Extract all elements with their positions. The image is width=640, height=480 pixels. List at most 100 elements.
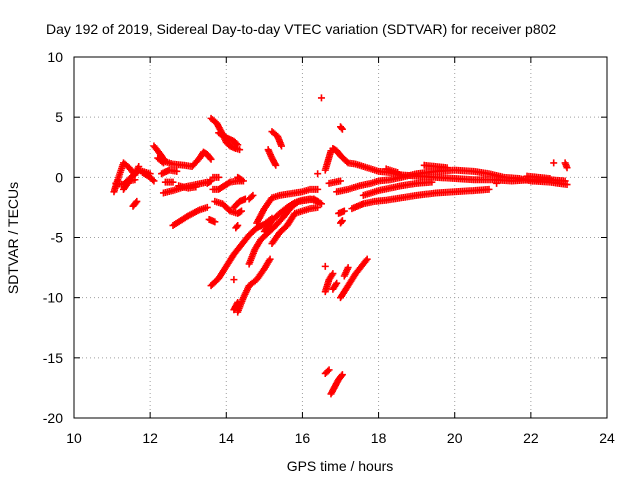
data-point xyxy=(324,367,332,375)
data-point xyxy=(232,140,240,148)
data-point xyxy=(238,176,246,184)
axis-ticks: 10 12 14 16 18 20 22 24 -20 -15 -10 -5 0 5 10 xyxy=(43,49,615,446)
data-track xyxy=(550,159,558,167)
data-point xyxy=(131,176,139,184)
data-point xyxy=(207,155,215,163)
data-track xyxy=(348,185,493,213)
data-point xyxy=(133,197,141,205)
data-point xyxy=(314,203,322,211)
data-track xyxy=(337,123,346,133)
data-track xyxy=(314,170,322,178)
x-tick-label: 20 xyxy=(447,430,463,446)
data-track xyxy=(382,165,402,177)
x-tick-label: 14 xyxy=(218,430,234,446)
data-track xyxy=(245,191,257,203)
data-point xyxy=(272,161,280,169)
data-point xyxy=(173,167,181,175)
data-point xyxy=(169,178,177,186)
data-track xyxy=(175,182,200,192)
data-track xyxy=(150,142,215,171)
data-track xyxy=(264,146,280,169)
data-point xyxy=(337,218,345,226)
data-point xyxy=(266,255,274,263)
data-track xyxy=(119,176,139,193)
data-point xyxy=(317,94,325,102)
data-point xyxy=(236,146,244,154)
y-tick-label: -10 xyxy=(43,290,63,306)
data-point xyxy=(327,147,335,155)
data-point xyxy=(321,262,329,270)
data-point xyxy=(332,281,340,289)
x-tick-label: 16 xyxy=(295,430,311,446)
data-track xyxy=(359,178,436,199)
data-point xyxy=(314,197,322,205)
data-track xyxy=(523,172,554,183)
data-track xyxy=(232,221,242,232)
chart-title: Day 192 of 2019, Sidereal Day-to-day VTE… xyxy=(46,21,556,37)
data-point xyxy=(328,271,336,279)
data-point xyxy=(234,298,242,306)
data-track xyxy=(253,185,322,227)
data-point xyxy=(158,158,166,166)
data-point xyxy=(325,366,333,374)
data-point xyxy=(230,276,238,284)
data-track xyxy=(154,154,167,167)
data-point xyxy=(149,176,157,184)
x-tick-label: 12 xyxy=(142,430,158,446)
data-track xyxy=(333,166,571,196)
x-tick-label: 24 xyxy=(599,430,615,446)
data-track xyxy=(327,371,346,398)
y-tick-label: -15 xyxy=(43,350,63,366)
data-track xyxy=(260,195,322,235)
data-point xyxy=(338,371,346,379)
data-point xyxy=(314,170,322,178)
data-track xyxy=(234,255,274,316)
data-point xyxy=(225,179,233,187)
data-track xyxy=(321,270,337,296)
data-track xyxy=(329,279,341,293)
data-point xyxy=(159,159,167,167)
data-point xyxy=(340,207,348,215)
data-point xyxy=(236,175,244,183)
data-point xyxy=(314,185,322,193)
data-track xyxy=(211,197,246,217)
data-track xyxy=(158,166,181,178)
data-point xyxy=(344,264,352,272)
data-track xyxy=(561,159,571,172)
data-track xyxy=(230,195,249,211)
data-track xyxy=(161,178,177,186)
data-track xyxy=(321,366,333,377)
data-point xyxy=(238,207,246,215)
data-track xyxy=(139,169,158,185)
y-tick-label: 0 xyxy=(55,169,63,185)
plot-frame xyxy=(73,56,608,419)
data-track xyxy=(205,215,219,226)
data-point xyxy=(329,270,337,278)
data-point xyxy=(394,169,402,177)
data-point xyxy=(206,154,214,162)
x-axis-title: GPS time / hours xyxy=(287,458,394,474)
data-track xyxy=(335,207,348,217)
data-point xyxy=(428,178,436,186)
data-track xyxy=(268,203,322,248)
data-track xyxy=(337,255,371,302)
y-tick-label: 10 xyxy=(47,49,63,65)
data-point xyxy=(207,177,215,185)
data-point xyxy=(150,177,158,185)
data-point xyxy=(362,257,370,265)
data-point xyxy=(192,183,200,191)
data-track xyxy=(234,173,246,184)
data-track xyxy=(203,177,215,187)
data-point xyxy=(234,221,242,229)
data-track xyxy=(230,276,238,284)
data-point xyxy=(563,164,571,172)
data-track xyxy=(321,147,335,174)
data-point xyxy=(248,193,256,201)
data-track xyxy=(340,264,352,280)
data-point xyxy=(236,208,244,216)
data-point xyxy=(338,125,346,133)
data-track xyxy=(129,197,141,210)
data-point xyxy=(206,178,214,186)
data-point xyxy=(485,185,493,193)
